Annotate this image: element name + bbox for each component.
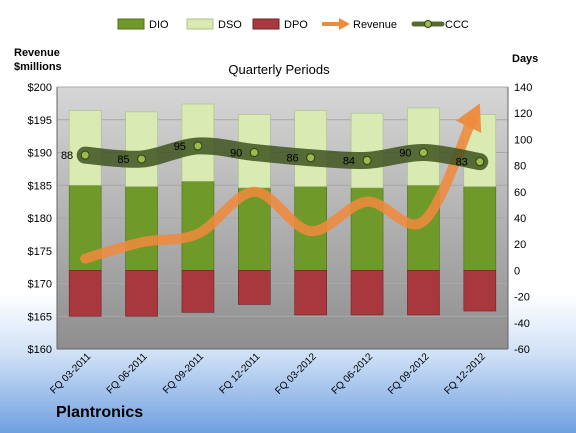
right-tick-label: 100: [514, 134, 532, 146]
right-tick-label: 20: [514, 239, 526, 251]
bar-dio: [463, 186, 497, 271]
x-tick-label: FQ 03-2012: [273, 351, 319, 397]
bar-dpo: [350, 270, 384, 316]
bar-dpo: [294, 270, 327, 316]
x-tick-label: FQ 09-2011: [161, 351, 206, 396]
x-tick-label: FQ 06-2011: [105, 351, 150, 396]
ccc-point: [475, 157, 485, 167]
left-tick-label: $200: [28, 82, 52, 94]
legend-ccc-point: [424, 20, 432, 28]
legend-swatch-dso: [186, 18, 214, 30]
right-tick-label: 40: [514, 213, 526, 225]
legend-label: DPO: [284, 19, 308, 31]
ccc-data-label: 83: [456, 157, 468, 169]
right-tick-label: -40: [514, 318, 530, 330]
ccc-point: [137, 154, 147, 164]
bar-dio: [238, 187, 271, 271]
left-tick-label: $180: [28, 213, 52, 225]
ccc-data-label: 85: [117, 154, 129, 166]
legend-arrowhead: [339, 18, 350, 30]
ccc-point: [306, 153, 316, 163]
right-tick-label: 120: [514, 108, 532, 120]
x-tick-label: FQ 09-2012: [386, 351, 432, 397]
ccc-data-label: 90: [230, 148, 242, 160]
ccc-point: [418, 148, 428, 157]
legend-swatch-dio: [117, 18, 145, 30]
ccc-data-label: 95: [174, 141, 186, 153]
left-tick-label: $170: [28, 279, 52, 291]
right-tick-label: -60: [514, 344, 530, 356]
company-name: Plantronics: [56, 404, 144, 421]
left-axis-title-line: $millions: [14, 61, 62, 73]
left-tick-label: $175: [28, 246, 52, 258]
ccc-point: [80, 150, 90, 160]
right-tick-label: 80: [514, 161, 526, 173]
ccc-data-label: 90: [399, 148, 411, 160]
x-tick-label: FQ 12-2012: [442, 351, 488, 397]
legend-swatch-dpo: [252, 18, 280, 30]
ccc-line: [76, 137, 489, 171]
left-axis-title: Revenue $millions: [14, 47, 62, 73]
legend-label: DIO: [149, 19, 169, 31]
bar-dpo: [463, 270, 497, 312]
x-tick-label: FQ 12-2011: [217, 351, 262, 396]
ccc-data-label: 86: [286, 153, 298, 165]
revenue-arrowhead: [455, 103, 482, 133]
legend-label: DSO: [218, 19, 242, 31]
revenue-line: [80, 114, 478, 264]
legend-label: CCC: [445, 19, 469, 31]
left-tick-label: $160: [28, 344, 52, 356]
x-tick-label: FQ 03-2011: [48, 351, 93, 396]
left-tick-label: $195: [28, 115, 52, 127]
ccc-point: [362, 155, 372, 165]
bar-dpo: [125, 270, 158, 317]
bar-dpo: [68, 270, 102, 317]
bar-dio: [125, 186, 158, 271]
bar-dpo: [407, 270, 440, 316]
left-tick-label: $185: [28, 180, 52, 192]
right-tick-label: 0: [514, 265, 520, 277]
legend: DIO DSO DPO Revenue CCC: [117, 18, 469, 31]
ccc-data-label: 88: [61, 150, 73, 162]
x-tick-label: FQ 06-2012: [330, 351, 376, 397]
bar-dpo: [238, 270, 271, 305]
lines: 88 85 95 90 86 84 90 83: [61, 103, 489, 264]
right-axis-title: Days: [512, 53, 538, 65]
right-tick-label: 60: [514, 187, 526, 199]
chart-title: Quarterly Periods: [228, 62, 330, 77]
left-axis-title-line: Revenue: [14, 47, 60, 59]
ccc-data-label: 84: [343, 155, 355, 167]
ccc-point: [193, 141, 203, 151]
bar-dso: [350, 112, 384, 189]
left-tick-label: $165: [28, 311, 52, 323]
legend-label: Revenue: [353, 19, 397, 31]
right-tick-label: 140: [514, 82, 532, 94]
left-tick-label: $190: [28, 148, 52, 160]
ccc-point: [249, 148, 259, 157]
bar-dpo: [181, 270, 215, 313]
right-tick-label: -20: [514, 292, 530, 304]
